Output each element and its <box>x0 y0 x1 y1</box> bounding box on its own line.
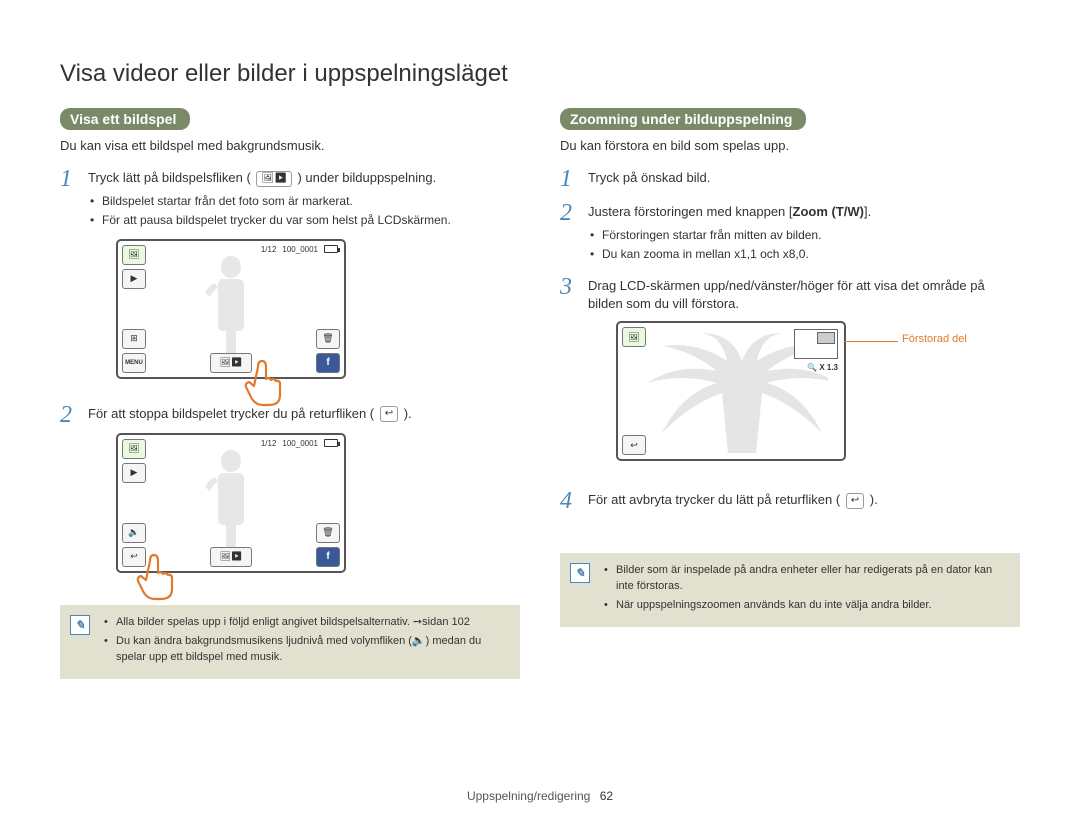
bullet: Bildspelet startar från det foto som är … <box>88 193 520 210</box>
return-button: ↩ <box>622 435 646 455</box>
step4r-post: ). <box>870 492 878 507</box>
trash-icon: 🗑 <box>316 523 340 543</box>
info-bullet: Alla bilder spelas upp i följd enligt an… <box>104 615 508 630</box>
info-bullet: När uppspelningszoomen används kan du in… <box>604 598 1008 613</box>
facebook-icon: f <box>316 547 340 567</box>
zoom-button-label: Zoom (T/W) <box>793 204 864 219</box>
step-1-left: 1 Tryck lätt på bildspelsfliken ( 🖼▶ ) u… <box>60 167 520 393</box>
step-number: 1 <box>560 167 588 191</box>
thumbnail-icon: 🖼 <box>122 439 146 459</box>
footer-section: Uppspelning/redigering <box>467 789 590 803</box>
info-box-right: ✎ Bilder som är inspelade på andra enhet… <box>560 553 1020 627</box>
counter: 1/12 <box>261 245 277 254</box>
bullet: Du kan zooma in mellan x1,1 och x8,0. <box>588 246 1020 263</box>
lcd-figure-1: 🖼 ▶ ⊞ MENU 🗑 f <box>116 239 520 379</box>
facebook-icon: f <box>316 353 340 373</box>
note-icon: ✎ <box>570 563 590 583</box>
step-2-left: 2 För att stoppa bildspelet trycker du p… <box>60 403 520 587</box>
callout-line <box>844 341 898 342</box>
zoom-navigator <box>794 329 838 359</box>
filename: 100_0001 <box>282 245 318 254</box>
intro-left: Du kan visa ett bildspel med bakgrundsmu… <box>60 138 520 153</box>
grid-icon: ⊞ <box>122 329 146 349</box>
step4r-pre: För att avbryta trycker du lätt på retur… <box>588 492 840 507</box>
info-box-left: ✎ Alla bilder spelas upp i följd enligt … <box>60 605 520 679</box>
counter: 1/12 <box>261 439 277 448</box>
volume-icon: 🔈 <box>122 523 146 543</box>
slideshow-play-button: 🖼▶ <box>210 353 252 373</box>
lcd-figure-2: 🖼 ▶ 🔈 ↩ 🗑 f <box>116 433 520 573</box>
trash-icon: 🗑 <box>316 329 340 349</box>
info-bullet: Du kan ändra bakgrundsmusikens ljudnivå … <box>104 634 508 665</box>
step-text: Tryck på önskad bild. <box>588 169 1020 187</box>
step-number: 1 <box>60 167 88 191</box>
step-1-right: 1 Tryck på önskad bild. <box>560 167 1020 191</box>
section-header-zoom: Zoomning under bilduppspelning <box>560 108 806 130</box>
step2r-pre: Justera förstoringen med knappen [ <box>588 204 793 219</box>
section-header-slideshow: Visa ett bildspel <box>60 108 190 130</box>
callout-label: Förstorad del <box>902 333 967 345</box>
return-button: ↩ <box>122 547 146 567</box>
step-number: 2 <box>60 403 88 427</box>
battery-icon <box>324 439 338 447</box>
step-number: 2 <box>560 201 588 225</box>
step2-text-pre: För att stoppa bildspelet trycker du på … <box>88 406 374 421</box>
page-number: 62 <box>600 789 613 803</box>
play-mode-icon: ▶ <box>122 463 146 483</box>
battery-icon <box>324 245 338 253</box>
step-2-right: 2 Justera förstoringen med knappen [Zoom… <box>560 201 1020 265</box>
step-number: 4 <box>560 489 588 513</box>
page-title: Visa videor eller bilder i uppspelningsl… <box>60 60 1020 88</box>
step-3-right: 3 Drag LCD-skärmen upp/ned/vänster/höger… <box>560 275 1020 479</box>
info-bullet: Bilder som är inspelade på andra enheter… <box>604 563 1008 594</box>
lcd-figure-zoom: 🖼 ↩ 🔍 X 1.3 Förstorad del <box>616 321 996 461</box>
step1-text-post: ) under bilduppspelning. <box>297 170 436 185</box>
bullet: För att pausa bildspelet trycker du var … <box>88 212 520 229</box>
bullet: Förstoringen startar från mitten av bild… <box>588 227 1020 244</box>
step1-text-pre: Tryck lätt på bildspelsfliken ( <box>88 170 251 185</box>
slideshow-play-button: 🖼▶ <box>210 547 252 567</box>
step2r-post: ]. <box>864 204 871 219</box>
play-mode-icon: ▶ <box>122 269 146 289</box>
note-icon: ✎ <box>70 615 90 635</box>
return-tab-icon: ↩ <box>380 406 398 422</box>
menu-button: MENU <box>122 353 146 373</box>
page-footer: Uppspelning/redigering 62 <box>0 789 1080 803</box>
thumbnail-icon: 🖼 <box>622 327 646 347</box>
zoom-value: 🔍 X 1.3 <box>807 363 838 372</box>
step-number: 3 <box>560 275 588 299</box>
return-tab-icon: ↩ <box>846 493 864 509</box>
step-4-right: 4 För att avbryta trycker du lätt på ret… <box>560 489 1020 513</box>
step-text: Drag LCD-skärmen upp/ned/vänster/höger f… <box>588 277 1020 313</box>
thumbnail-icon: 🖼 <box>122 245 146 265</box>
slideshow-tab-icon: 🖼▶ <box>256 171 291 187</box>
filename: 100_0001 <box>282 439 318 448</box>
step2-text-post: ). <box>404 406 412 421</box>
intro-right: Du kan förstora en bild som spelas upp. <box>560 138 1020 153</box>
